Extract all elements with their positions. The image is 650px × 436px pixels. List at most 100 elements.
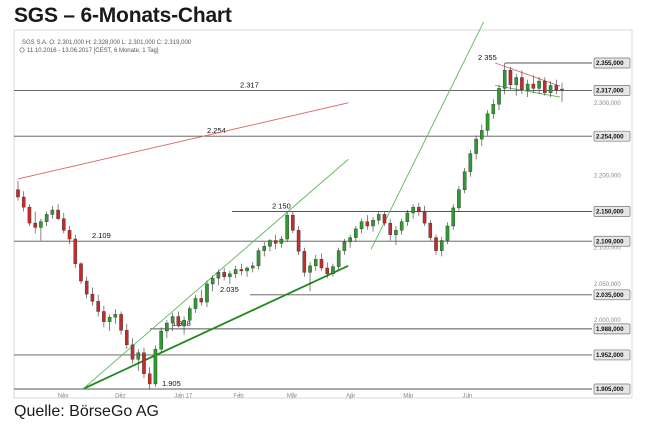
candle-body [376,214,381,221]
candle-body [96,301,100,312]
candle-body [302,251,307,273]
candle-body [468,153,473,172]
candle-body [107,317,112,322]
candle-body [291,214,295,231]
candle-body [434,237,438,251]
candle-body [439,240,444,251]
candle-body [62,218,66,231]
candle-body [21,196,26,208]
candle-body [313,259,318,267]
candle-body [388,222,392,235]
chart-title: SGS – 6-Monats-Chart [14,4,232,27]
y-tick-label: 2.300,000 [594,101,621,107]
candle-body [33,222,37,228]
level-tag-box [593,57,631,69]
x-tick-label: Dez [115,394,126,400]
candle-body [514,77,518,85]
candle-body [84,280,89,295]
candle-body [405,212,410,222]
candle-body [39,221,43,228]
candle-body [245,267,249,272]
candle-body [382,214,387,224]
candle-body [262,246,267,251]
candle-body [428,222,433,238]
level-tag: 2.355,000 [596,60,624,67]
candle-body [457,189,461,209]
candle-body [508,70,513,85]
trendlines [17,21,561,390]
level-label: 2.254 [207,126,226,135]
candle-body [130,344,135,360]
level-tag-box [593,85,631,96]
candle-body [394,230,398,235]
x-tick-label: Jan 17 [174,394,193,400]
candle-body [399,221,404,231]
level-tag: 2.254,000 [596,133,624,140]
candle-body [239,269,244,272]
x-axis: Nov Dez Jan 17 Feb Mär Apr Mai Jun [58,392,472,400]
candles [16,63,564,389]
candle-body [216,272,221,279]
candle-body [520,77,524,91]
x-tick-label: Feb [233,394,244,400]
candle-body [147,373,152,385]
candle-body [365,221,370,227]
clock-icon [19,47,25,53]
level-tag-box [593,289,631,301]
level-tag: 2.150,000 [596,209,624,216]
candle-body [67,230,72,240]
candle-body [422,211,427,224]
trendline-resistance-long [17,102,349,180]
y-tick-label: 2.200,000 [594,173,621,179]
candle-body [279,238,284,244]
candle-body [16,189,20,198]
candle-body [348,237,352,243]
candle-body [273,240,278,244]
candle-body [90,293,95,302]
level-tag: 2.109,000 [596,238,624,245]
level-tag: 2.317,000 [596,88,624,95]
candle-body [525,83,530,91]
candle-body [543,80,547,93]
trendline-support-major [82,265,349,390]
candle-body [205,283,209,303]
plot-frame [13,29,633,399]
candle-body [113,314,118,318]
level-tags: 2.355,000 2.317,000 2.254,000 2.150,000 2.10… [593,57,631,395]
candle-body [188,308,192,321]
candle-body [319,259,324,269]
candle-body [44,214,49,222]
candle-body [170,316,175,324]
candle-body [222,272,226,277]
level-tag: 2.035,000 [596,292,624,299]
quote-line: SGS S.A. O: 2.301,000 H: 2.328,000 L: 2.… [22,40,192,46]
y-tick-label: 2.050,000 [594,282,621,288]
candle-body [537,80,541,89]
candle-body [193,298,198,309]
candle-body [417,206,421,212]
candle-body [336,250,341,267]
candle-body [502,70,507,89]
candle-body [119,314,123,331]
level-label: 2 355 [478,53,497,62]
x-tick-label: Apr [346,394,355,400]
x-tick-label: Nov [58,394,69,400]
x-tick-label: Mär [287,394,297,400]
candle-body [176,316,181,327]
level-tag: 1.905,000 [596,386,624,393]
candle-body [451,207,455,227]
candle-body [474,138,478,154]
level-tag-box [593,206,631,217]
candle-body [165,322,169,332]
trendline-triangle-upper [495,62,561,87]
candle-body [136,352,141,360]
candle-body [256,250,261,267]
candle-body [342,241,347,251]
level-label: 2.035 [220,285,239,294]
level-label: 2 150 [272,202,291,211]
candle-body [79,263,83,282]
candle-body [50,209,55,215]
level-tag: 1.988,000 [596,326,624,333]
candle-body [228,273,232,277]
candle-body [233,269,238,275]
